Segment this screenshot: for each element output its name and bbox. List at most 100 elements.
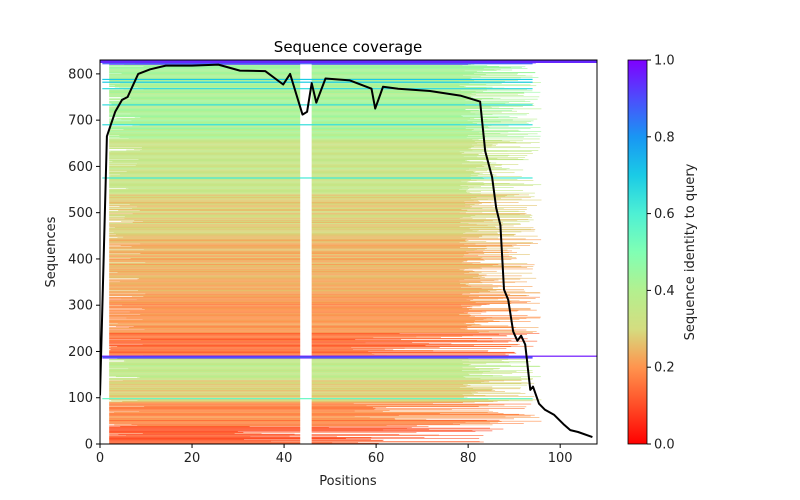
sequence-row <box>311 394 463 396</box>
sequence-row <box>311 320 475 322</box>
sequence-row <box>109 384 301 386</box>
sequence-row <box>311 121 473 123</box>
sequence-row <box>109 167 301 169</box>
sequence-row <box>109 218 301 220</box>
sequence-row <box>311 65 463 67</box>
sequence-row <box>109 156 301 158</box>
sequence-row <box>140 253 301 254</box>
sequence-row <box>109 362 301 363</box>
sequence-row <box>124 360 301 361</box>
sequence-row <box>109 166 301 168</box>
sequence-row <box>109 189 301 190</box>
sequence-row <box>109 437 301 439</box>
sequence-row <box>311 334 528 335</box>
sequence-row <box>109 420 301 422</box>
sequence-row <box>311 388 521 390</box>
sequence-row <box>311 420 487 422</box>
sequence-row <box>109 301 301 303</box>
sequence-row <box>311 375 503 376</box>
sequence-row <box>135 165 301 166</box>
sequence-row <box>109 164 301 165</box>
sequence-row <box>311 201 480 202</box>
sequence-row <box>109 181 301 183</box>
sequence-row <box>311 165 485 167</box>
sequence-row <box>109 384 301 385</box>
sequence-row <box>109 75 301 77</box>
sequence-row <box>109 336 301 337</box>
sequence-row <box>109 404 301 406</box>
sequence-row <box>311 65 488 66</box>
sequence-row <box>133 326 301 328</box>
sequence-row <box>109 283 301 285</box>
sequence-row <box>311 140 503 141</box>
sequence-row <box>109 295 301 297</box>
sequence-row <box>109 92 301 94</box>
sequence-row <box>311 249 478 250</box>
sequence-row <box>311 219 534 221</box>
sequence-row <box>109 126 301 128</box>
sequence-row <box>109 327 301 329</box>
sequence-row <box>109 391 301 393</box>
sequence-row <box>126 317 301 319</box>
sequence-row <box>121 221 301 222</box>
sequence-row <box>109 332 301 333</box>
sequence-row <box>109 189 301 191</box>
sequence-row <box>311 169 524 171</box>
sequence-row <box>109 179 301 180</box>
sequence-row <box>128 327 301 329</box>
sequence-row <box>311 351 369 352</box>
sequence-row <box>311 161 489 163</box>
sequence-row <box>311 111 502 113</box>
sequence-row <box>311 291 491 292</box>
sequence-row <box>311 100 466 101</box>
sequence-row <box>311 276 479 277</box>
sequence-row <box>311 267 528 268</box>
sequence-row <box>311 78 472 79</box>
sequence-row <box>109 67 301 69</box>
sequence-row <box>311 69 495 70</box>
sequence-row <box>311 233 516 235</box>
sequence-row <box>109 234 301 236</box>
sequence-row <box>311 388 473 389</box>
sequence-row <box>311 163 463 165</box>
sequence-row <box>311 401 475 403</box>
sequence-row <box>109 439 301 441</box>
sequence-row <box>109 157 301 159</box>
sequence-row <box>311 441 480 442</box>
sequence-row <box>109 314 301 316</box>
sequence-row <box>109 287 301 289</box>
sequence-row <box>311 152 465 153</box>
sequence-row <box>123 236 301 238</box>
sequence-row <box>311 165 502 166</box>
sequence-row <box>311 352 517 354</box>
sequence-row <box>109 284 301 285</box>
sequence-row <box>311 329 466 330</box>
sequence-row <box>311 109 513 111</box>
sequence-row <box>311 276 482 278</box>
sequence-row <box>311 376 541 378</box>
sequence-row <box>311 111 471 112</box>
sequence-row <box>109 121 301 123</box>
sequence-row <box>311 351 515 353</box>
sequence-row <box>109 397 301 398</box>
sequence-row <box>311 339 356 341</box>
sequence-row <box>109 428 301 429</box>
sequence-row <box>120 245 301 247</box>
sequence-row <box>311 222 469 224</box>
sequence-row <box>109 226 301 228</box>
sequence-row <box>311 318 527 319</box>
sequence-row <box>109 190 301 192</box>
sequence-row <box>109 223 301 224</box>
sequence-row <box>109 307 301 309</box>
sequence-row <box>109 390 301 392</box>
sequence-row <box>311 403 532 405</box>
sequence-row <box>109 330 301 332</box>
sequence-row <box>109 72 301 73</box>
sequence-row <box>109 245 301 246</box>
sequence-row <box>311 351 488 353</box>
sequence-row <box>311 197 501 199</box>
sequence-row <box>311 169 507 170</box>
sequence-row <box>109 116 301 118</box>
sequence-row <box>311 173 480 174</box>
sequence-row <box>109 259 301 261</box>
